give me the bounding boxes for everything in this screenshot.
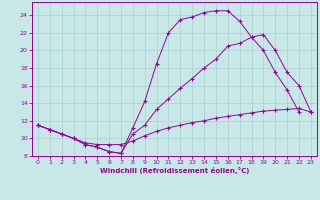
X-axis label: Windchill (Refroidissement éolien,°C): Windchill (Refroidissement éolien,°C) (100, 167, 249, 174)
